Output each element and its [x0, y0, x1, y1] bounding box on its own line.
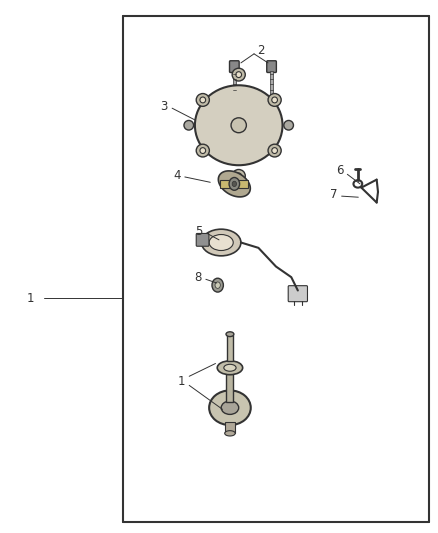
Ellipse shape	[209, 390, 251, 425]
Circle shape	[232, 181, 237, 187]
Text: 5: 5	[196, 225, 203, 238]
Ellipse shape	[200, 97, 206, 103]
Ellipse shape	[268, 144, 281, 157]
FancyBboxPatch shape	[288, 286, 307, 302]
Ellipse shape	[232, 169, 245, 182]
Ellipse shape	[232, 68, 245, 81]
Text: 7: 7	[330, 188, 338, 201]
Text: 3: 3	[161, 100, 168, 113]
Text: 2: 2	[257, 44, 265, 57]
Ellipse shape	[231, 118, 246, 133]
Ellipse shape	[196, 144, 209, 157]
Ellipse shape	[196, 94, 209, 107]
Circle shape	[229, 177, 240, 190]
Ellipse shape	[217, 361, 243, 375]
Ellipse shape	[200, 148, 206, 154]
Bar	[227, 335, 233, 361]
Circle shape	[215, 282, 220, 288]
Circle shape	[212, 278, 223, 292]
Ellipse shape	[224, 365, 236, 371]
Ellipse shape	[284, 120, 293, 130]
FancyBboxPatch shape	[230, 61, 239, 72]
Ellipse shape	[268, 94, 281, 107]
Ellipse shape	[225, 431, 235, 436]
FancyBboxPatch shape	[196, 233, 209, 246]
Bar	[226, 370, 233, 402]
Text: 4: 4	[173, 169, 181, 182]
Bar	[233, 71, 236, 95]
FancyBboxPatch shape	[267, 61, 276, 72]
Ellipse shape	[201, 229, 241, 256]
Ellipse shape	[236, 71, 242, 78]
Bar	[225, 422, 235, 433]
Polygon shape	[219, 171, 250, 197]
Ellipse shape	[272, 97, 277, 103]
Bar	[270, 71, 273, 95]
Ellipse shape	[184, 120, 194, 130]
Ellipse shape	[226, 332, 234, 337]
Ellipse shape	[221, 401, 239, 415]
Ellipse shape	[195, 85, 283, 165]
Ellipse shape	[272, 148, 277, 154]
Bar	[220, 180, 248, 188]
Text: 6: 6	[336, 164, 343, 177]
Text: 8: 8	[195, 271, 202, 284]
Text: 1: 1	[178, 375, 186, 387]
Text: 1: 1	[27, 292, 35, 305]
Ellipse shape	[209, 235, 233, 251]
Ellipse shape	[236, 173, 242, 179]
